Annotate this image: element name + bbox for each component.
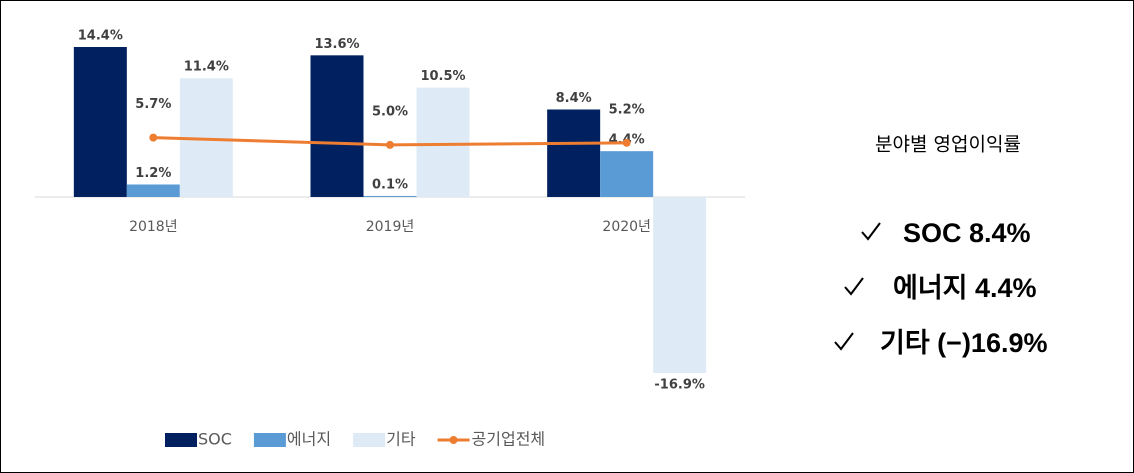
data-label: 0.1%	[372, 177, 408, 192]
bar	[653, 196, 707, 373]
x-tick-label: 2019년	[366, 219, 415, 235]
legend-label: 기타	[386, 430, 416, 449]
line-point	[622, 138, 631, 147]
data-label: 5.0%	[372, 104, 408, 119]
bar	[310, 55, 364, 197]
bar	[600, 151, 654, 197]
line-point	[386, 140, 394, 149]
bar	[363, 195, 417, 197]
bar	[126, 184, 180, 197]
data-label: 14.4%	[78, 29, 123, 44]
x-tick-label: 2018년	[129, 219, 178, 235]
check-icon	[844, 277, 864, 296]
legend-swatch	[353, 433, 386, 447]
bar	[73, 47, 127, 197]
side-item: 기타 (−)16.9%	[880, 328, 1048, 358]
check-icon	[861, 222, 881, 241]
data-label: 10.5%	[420, 69, 465, 84]
check-icon	[834, 332, 854, 351]
legend-label: 공기업전체	[472, 430, 546, 449]
side-title: 분야별 영업이익률	[875, 134, 1021, 156]
legend-swatch	[253, 433, 286, 447]
bar	[547, 109, 601, 197]
side-item: SOC 8.4%	[903, 218, 1031, 248]
data-label: 13.6%	[314, 37, 359, 52]
data-label: 8.4%	[556, 91, 592, 106]
legend-label: SOC	[198, 430, 232, 449]
data-label: 11.4%	[184, 60, 229, 75]
bar	[416, 87, 470, 197]
line-point	[149, 133, 158, 142]
x-tick-label: 2020년	[602, 219, 651, 235]
data-label: 5.7%	[135, 97, 171, 112]
data-label: 1.2%	[135, 166, 171, 181]
data-label: 5.2%	[609, 102, 645, 117]
side-item: 에너지 4.4%	[893, 273, 1037, 303]
legend-swatch	[165, 433, 197, 447]
legend-swatch	[449, 436, 458, 444]
legend-label: 에너지	[287, 430, 331, 449]
data-label: -16.9%	[654, 378, 705, 393]
